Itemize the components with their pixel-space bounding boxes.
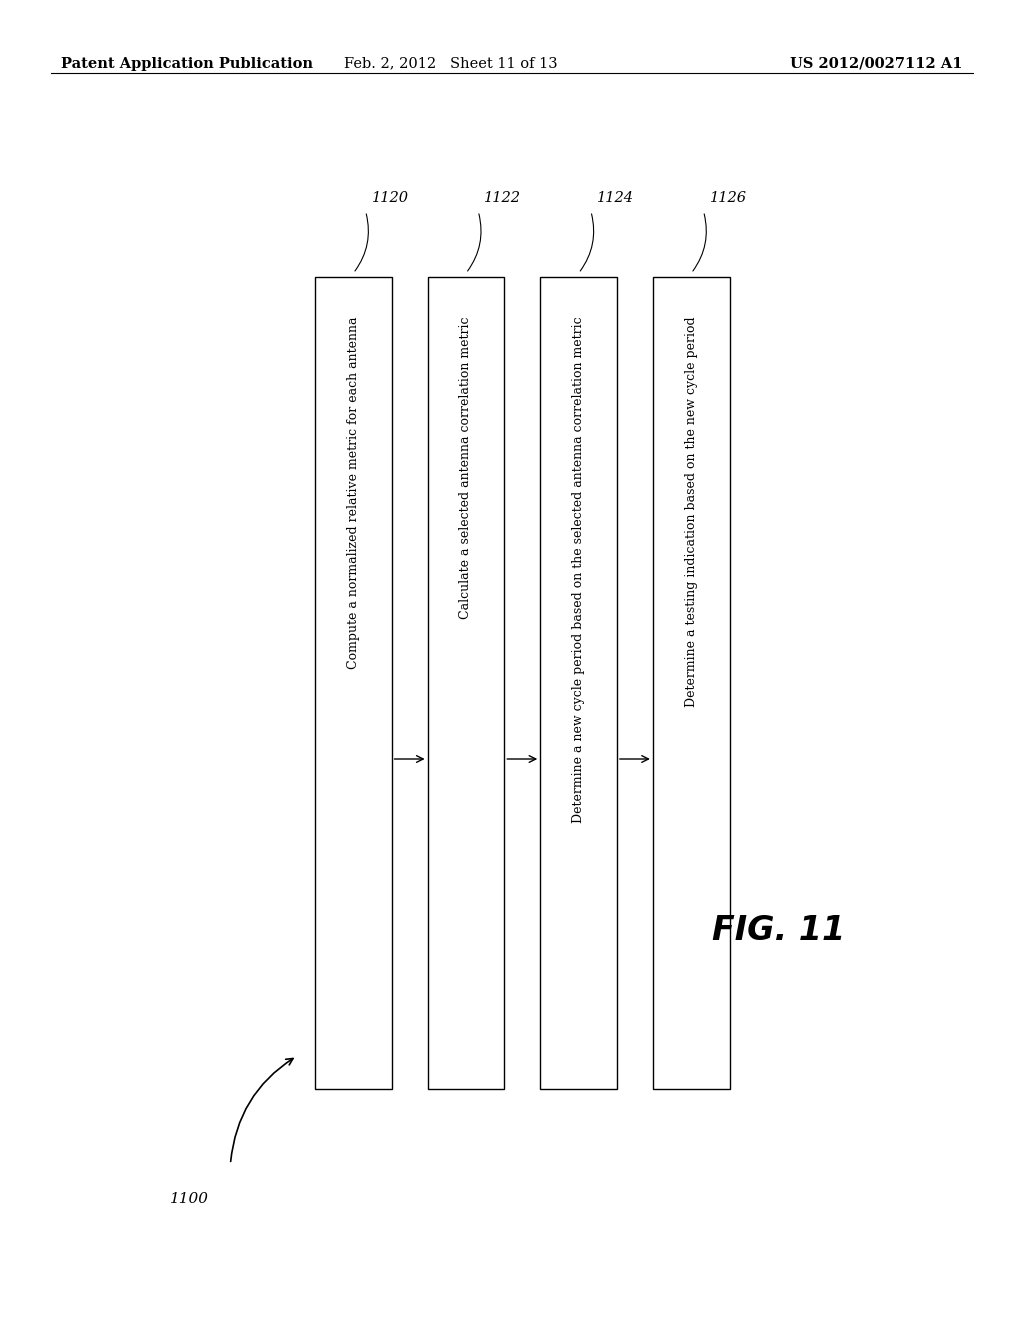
Text: Calculate a selected antenna correlation metric: Calculate a selected antenna correlation… [460, 317, 472, 619]
Bar [315, 277, 391, 1089]
Text: Compute a normalized relative metric for each antenna: Compute a normalized relative metric for… [347, 317, 359, 669]
Text: Determine a testing indication based on the new cycle period: Determine a testing indication based on … [685, 317, 697, 708]
Bar [653, 277, 729, 1089]
Text: Patent Application Publication: Patent Application Publication [61, 57, 313, 71]
Bar [541, 277, 616, 1089]
Text: 1126: 1126 [710, 190, 746, 205]
Text: Determine a new cycle period based on the selected antenna correlation metric: Determine a new cycle period based on th… [572, 317, 585, 824]
Bar [428, 277, 505, 1089]
Text: Feb. 2, 2012   Sheet 11 of 13: Feb. 2, 2012 Sheet 11 of 13 [344, 57, 557, 71]
Text: 1124: 1124 [597, 190, 634, 205]
Text: FIG. 11: FIG. 11 [712, 913, 845, 948]
Text: 1100: 1100 [170, 1192, 209, 1205]
Text: 1122: 1122 [484, 190, 521, 205]
Text: US 2012/0027112 A1: US 2012/0027112 A1 [791, 57, 963, 71]
Text: 1120: 1120 [372, 190, 409, 205]
